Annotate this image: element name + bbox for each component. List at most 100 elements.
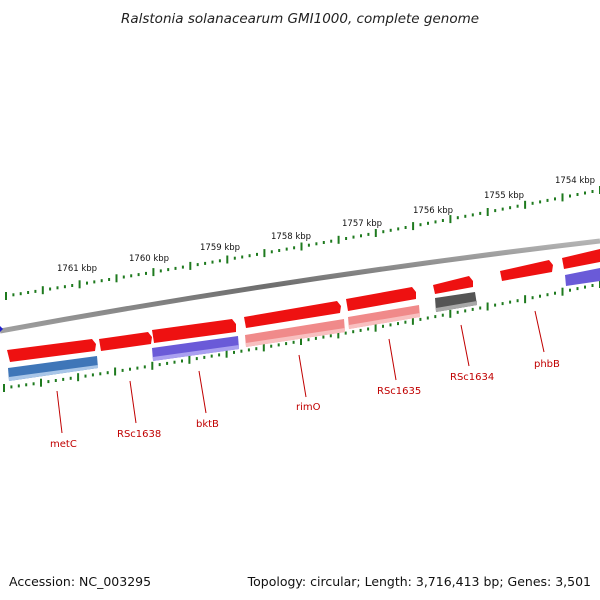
- gene-arrow-rimO[interactable]: [244, 301, 341, 328]
- scale-lower-major-tick: [40, 378, 42, 387]
- gene-arrow-bktB[interactable]: [152, 319, 236, 343]
- scale-label-1757: 1757 kbp: [342, 219, 382, 229]
- leader-RSc1638: [129, 380, 137, 424]
- scale-upper-minor-tick: [174, 266, 177, 270]
- feature-highlight-bktB: [153, 345, 239, 361]
- left-edge-marker: [0, 326, 3, 332]
- gene-arrow-RSc1634[interactable]: [433, 276, 473, 294]
- scale-label-1755: 1755 kbp: [484, 191, 524, 201]
- scale-lower-minor-tick: [307, 338, 310, 342]
- feature-highlight-metC: [9, 365, 98, 381]
- scale-lower-minor-tick: [99, 372, 102, 376]
- scale-lower-major-tick: [225, 349, 228, 358]
- gene-features: [7, 249, 600, 381]
- scale-lower-minor-tick: [367, 327, 370, 331]
- scale-lower-minor-tick: [546, 293, 549, 297]
- scale-upper-minor-tick: [34, 289, 37, 293]
- scale-lower-minor-tick: [247, 348, 250, 352]
- scale-upper-minor-tick: [293, 246, 296, 250]
- scale-upper-minor-tick: [584, 191, 586, 195]
- gene-arrow-RSc1638[interactable]: [99, 332, 152, 351]
- scale-lower-minor-tick: [17, 384, 20, 388]
- gene-arrow-RSc1635[interactable]: [346, 287, 416, 311]
- scale-upper-minor-tick: [382, 230, 385, 234]
- feature-highlight-RSc1634: [436, 301, 477, 312]
- label-leaders: [56, 310, 545, 434]
- genome-summary-text: Topology: circular; Length: 3,716,413 bp…: [247, 574, 591, 589]
- scale-upper-minor-tick: [278, 249, 281, 252]
- scale-lower-minor-tick: [121, 368, 124, 372]
- scale-upper-minor-tick: [509, 206, 512, 210]
- scale-upper-major-tick: [115, 274, 118, 283]
- scale-lower-minor-tick: [352, 330, 355, 334]
- scale-upper-major-tick: [374, 229, 377, 237]
- scale-upper-minor-tick: [218, 259, 221, 263]
- scale-lower-minor-tick: [292, 340, 295, 344]
- scale-lower-minor-tick: [173, 360, 176, 364]
- gene-label-rimO: rimO: [296, 402, 321, 413]
- scale-lower-minor-tick: [329, 334, 332, 338]
- scale-upper-minor-tick: [19, 292, 22, 296]
- gene-arrow-edge[interactable]: [562, 249, 600, 269]
- scale-lower-minor-tick: [344, 331, 347, 335]
- scale-upper-minor-tick: [345, 237, 348, 240]
- gene-label-metC: metC: [50, 439, 77, 450]
- scale-upper-major-tick: [524, 200, 527, 209]
- scale-lower-minor-tick: [47, 380, 50, 384]
- scale-upper-minor-tick: [196, 263, 199, 267]
- scale-upper-minor-tick: [419, 223, 422, 227]
- scale-upper-minor-tick: [130, 274, 133, 278]
- scale-lower-minor-tick: [389, 323, 392, 327]
- scale-lower-minor-tick: [136, 366, 139, 370]
- scale-upper-minor-tick: [167, 268, 170, 272]
- scale-upper-minor-tick: [516, 204, 519, 208]
- gene-label-RSc1638: RSc1638: [117, 429, 161, 440]
- scale-lower-minor-tick: [10, 385, 13, 389]
- scale-lower-minor-tick: [314, 336, 317, 340]
- scale-upper-minor-tick: [86, 281, 88, 285]
- scale-upper-minor-tick: [471, 213, 474, 217]
- scale-lower-minor-tick: [539, 294, 541, 298]
- scale-upper-minor-tick: [27, 291, 30, 294]
- scale-upper-major-tick: [561, 193, 564, 202]
- gene-arrow-phbB[interactable]: [500, 260, 553, 281]
- scale-lower-major-tick: [77, 373, 80, 382]
- scale-upper-major-tick: [5, 292, 7, 300]
- gene-arrow-metC[interactable]: [7, 339, 96, 362]
- scale-upper-minor-tick: [441, 219, 444, 222]
- leader-bktB: [198, 370, 207, 414]
- scale-label-1754: 1754 kbp: [555, 176, 595, 186]
- scale-lower-major-tick: [561, 287, 564, 296]
- scale-lower-minor-tick: [426, 316, 429, 320]
- scale-upper-minor-tick: [569, 194, 571, 198]
- scale-lower-minor-tick: [270, 344, 273, 348]
- scale-upper-minor-tick: [56, 286, 59, 290]
- scale-upper-minor-tick: [427, 221, 429, 225]
- leader-metC: [56, 390, 63, 434]
- scale-lower-minor-tick: [584, 285, 586, 289]
- scale-lower-minor-tick: [569, 288, 571, 292]
- scale-upper-minor-tick: [12, 293, 15, 297]
- scale-upper-minor-tick: [576, 193, 579, 196]
- feature-block-edge[interactable]: [565, 268, 600, 286]
- scale-upper-minor-tick: [352, 235, 355, 239]
- scale-upper-minor-tick: [122, 275, 125, 279]
- scale-upper-minor-tick: [434, 220, 437, 224]
- scale-lower-minor-tick: [554, 291, 556, 295]
- scale-upper-minor-tick: [233, 256, 236, 260]
- scale-upper-major-tick: [152, 268, 155, 277]
- scale-upper-minor-tick: [285, 247, 288, 251]
- scale-upper-minor-tick: [248, 254, 251, 258]
- scale-lower-minor-tick: [404, 320, 407, 324]
- scale-upper-minor-tick: [211, 260, 214, 264]
- scale-upper-major-tick: [226, 255, 229, 264]
- scale-upper-minor-tick: [554, 197, 556, 201]
- feature-highlight-rimO: [246, 328, 345, 347]
- leader-RSc1635: [388, 338, 397, 381]
- leader-RSc1634: [460, 324, 470, 367]
- scale-lower-major-tick: [300, 337, 302, 345]
- scale-lower-minor-tick: [471, 307, 474, 311]
- scale-lower-major-tick: [449, 309, 452, 318]
- genome-backbone: [0, 238, 600, 334]
